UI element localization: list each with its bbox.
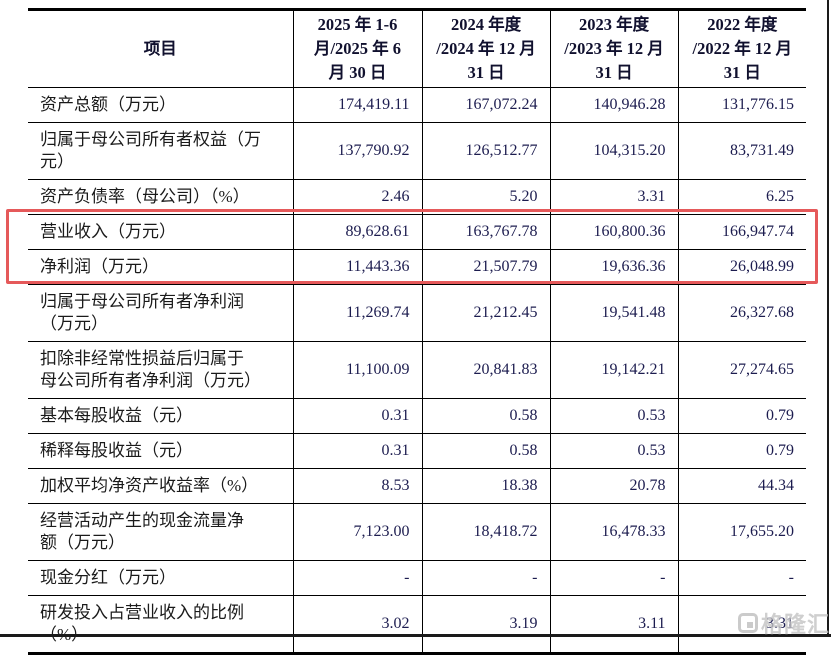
cell-value: 83,731.49 — [677, 122, 806, 180]
row-label: 净利润（万元） — [28, 249, 294, 285]
cell-value: 0.79 — [677, 398, 806, 434]
cell-value: 19,636.36 — [549, 249, 679, 285]
cell-value: 0.31 — [292, 433, 423, 469]
cell-value: 5.20 — [421, 179, 551, 215]
cell-value: 8.53 — [292, 468, 423, 504]
row-label: 稀释每股收益（元） — [28, 433, 294, 469]
table-row: 归属于母公司所有者权益（万 元） 137,790.92 126,512.77 104,… — [28, 122, 806, 180]
cell-value: 6.25 — [677, 179, 806, 215]
cell-value: 26,327.68 — [677, 284, 806, 342]
table-header: 项目 2025 年 1-6 月/2025 年 6 月 30 日 2024 年度 … — [28, 9, 806, 88]
row-label: 经营活动产生的现金流量净 额（万元） — [28, 503, 294, 561]
table-row: 加权平均净资产收益率（%） 8.53 18.38 20.78 44.34 — [28, 468, 806, 504]
table-row: 归属于母公司所有者净利润 （万元） 11,269.74 21,212.45 19,54… — [28, 284, 806, 342]
table-row: 经营活动产生的现金流量净 额（万元） 7,123.00 18,418.72 16,47… — [28, 503, 806, 561]
cell-value: 126,512.77 — [421, 122, 551, 180]
watermark-text: 格隆汇 — [760, 612, 830, 637]
watermark: 格隆汇 — [737, 607, 830, 639]
cell-value: - — [677, 560, 806, 596]
cell-value: 19,142.21 — [549, 341, 679, 399]
gelonghui-logo-icon — [737, 613, 758, 633]
header-row: 项目 2025 年 1-6 月/2025 年 6 月 30 日 2024 年度 … — [28, 9, 806, 88]
financial-summary-table: 项目 2025 年 1-6 月/2025 年 6 月 30 日 2024 年度 … — [28, 8, 806, 655]
cell-value: 3.02 — [292, 595, 423, 654]
cell-value: 11,100.09 — [292, 341, 423, 399]
cell-value: 26,048.99 — [677, 249, 806, 285]
page-border-right — [827, 0, 829, 637]
cell-value: 7,123.00 — [292, 503, 423, 561]
cell-value: 3.11 — [549, 595, 679, 654]
cell-value: 0.53 — [549, 398, 679, 434]
row-label: 资产总额（万元） — [28, 87, 294, 123]
table-row: 净利润（万元） 11,443.36 21,507.79 19,636.36 26,048… — [28, 249, 806, 285]
cell-value: 11,443.36 — [292, 249, 423, 285]
header-item-column: 项目 — [28, 9, 294, 88]
cell-value: 21,507.79 — [421, 249, 551, 285]
cell-value: 104,315.20 — [549, 122, 679, 180]
cell-value: 20.78 — [549, 468, 679, 504]
row-label: 归属于母公司所有者净利润 （万元） — [28, 284, 294, 342]
cell-value: 137,790.92 — [292, 122, 423, 180]
cell-value: 166,947.74 — [677, 214, 806, 250]
cell-value: 17,655.20 — [677, 503, 806, 561]
cell-value: 163,767.78 — [421, 214, 551, 250]
table-body: 资产总额（万元） 174,419.11 167,072.24 140,946.28 13… — [28, 87, 806, 654]
cell-value: 2.46 — [292, 179, 423, 215]
cell-value: 160,800.36 — [549, 214, 679, 250]
row-label: 研发投入占营业收入的比例 （%） — [28, 595, 294, 654]
cell-value: 44.34 — [677, 468, 806, 504]
cell-value: 0.31 — [292, 398, 423, 434]
table-row: 研发投入占营业收入的比例 （%）3.023.193.113.31 — [28, 595, 806, 654]
cell-value: - — [421, 560, 551, 596]
cell-value: 18,418.72 — [421, 503, 551, 561]
cell-value: - — [292, 560, 423, 596]
table-row: 稀释每股收益（元） 0.31 0.58 0.53 0.79 — [28, 433, 806, 469]
cell-value: 27,274.65 — [677, 341, 806, 399]
cell-value: 0.79 — [677, 433, 806, 469]
row-label: 扣除非经常性损益后归属于 母公司所有者净利润（万元） — [28, 341, 294, 399]
cell-value: 19,541.48 — [549, 284, 679, 342]
cell-value: 0.53 — [549, 433, 679, 469]
table-row: 扣除非经常性损益后归属于 母公司所有者净利润（万元） 11,100.09 20,84… — [28, 341, 806, 399]
header-period-2024: 2024 年度 /2024 年 12 月 31 日 — [421, 9, 551, 88]
table-row: 基本每股收益（元） 0.31 0.58 0.53 0.79 — [28, 398, 806, 434]
row-label: 加权平均净资产收益率（%） — [28, 468, 294, 504]
cell-value: 0.58 — [421, 398, 551, 434]
table-row: 营业收入（万元） 89,628.61 163,767.78 160,800.36 166… — [28, 214, 806, 250]
cell-value: 140,946.28 — [549, 87, 679, 123]
row-label: 营业收入（万元） — [28, 214, 294, 250]
cell-value: 131,776.15 — [677, 87, 806, 123]
cell-value: 21,212.45 — [421, 284, 551, 342]
header-period-2023: 2023 年度 /2023 年 12 月 31 日 — [549, 9, 679, 88]
cell-value: 3.31 — [549, 179, 679, 215]
table-row: 资产总额（万元） 174,419.11 167,072.24 140,946.28 13… — [28, 87, 806, 123]
cell-value: 174,419.11 — [292, 87, 423, 123]
cell-value: 16,478.33 — [549, 503, 679, 561]
row-label: 归属于母公司所有者权益（万 元） — [28, 122, 294, 180]
cell-value: 20,841.83 — [421, 341, 551, 399]
row-label: 资产负债率（母公司）（%） — [28, 179, 294, 215]
header-period-2022: 2022 年度 /2022 年 12 月 31 日 — [677, 9, 806, 88]
cell-value: 11,269.74 — [292, 284, 423, 342]
page-border-bottom — [0, 634, 831, 637]
row-label: 现金分红（万元） — [28, 560, 294, 596]
table-row: 资产负债率（母公司）（%） 2.46 5.20 3.31 6.25 — [28, 179, 806, 215]
cell-value: 3.19 — [421, 595, 551, 654]
header-period-2025: 2025 年 1-6 月/2025 年 6 月 30 日 — [292, 9, 423, 88]
table-row: 现金分红（万元） - - - - — [28, 560, 806, 596]
cell-value: 18.38 — [421, 468, 551, 504]
row-label: 基本每股收益（元） — [28, 398, 294, 434]
cell-value: - — [549, 560, 679, 596]
cell-value: 89,628.61 — [292, 214, 423, 250]
cell-value: 167,072.24 — [421, 87, 551, 123]
cell-value: 0.58 — [421, 433, 551, 469]
